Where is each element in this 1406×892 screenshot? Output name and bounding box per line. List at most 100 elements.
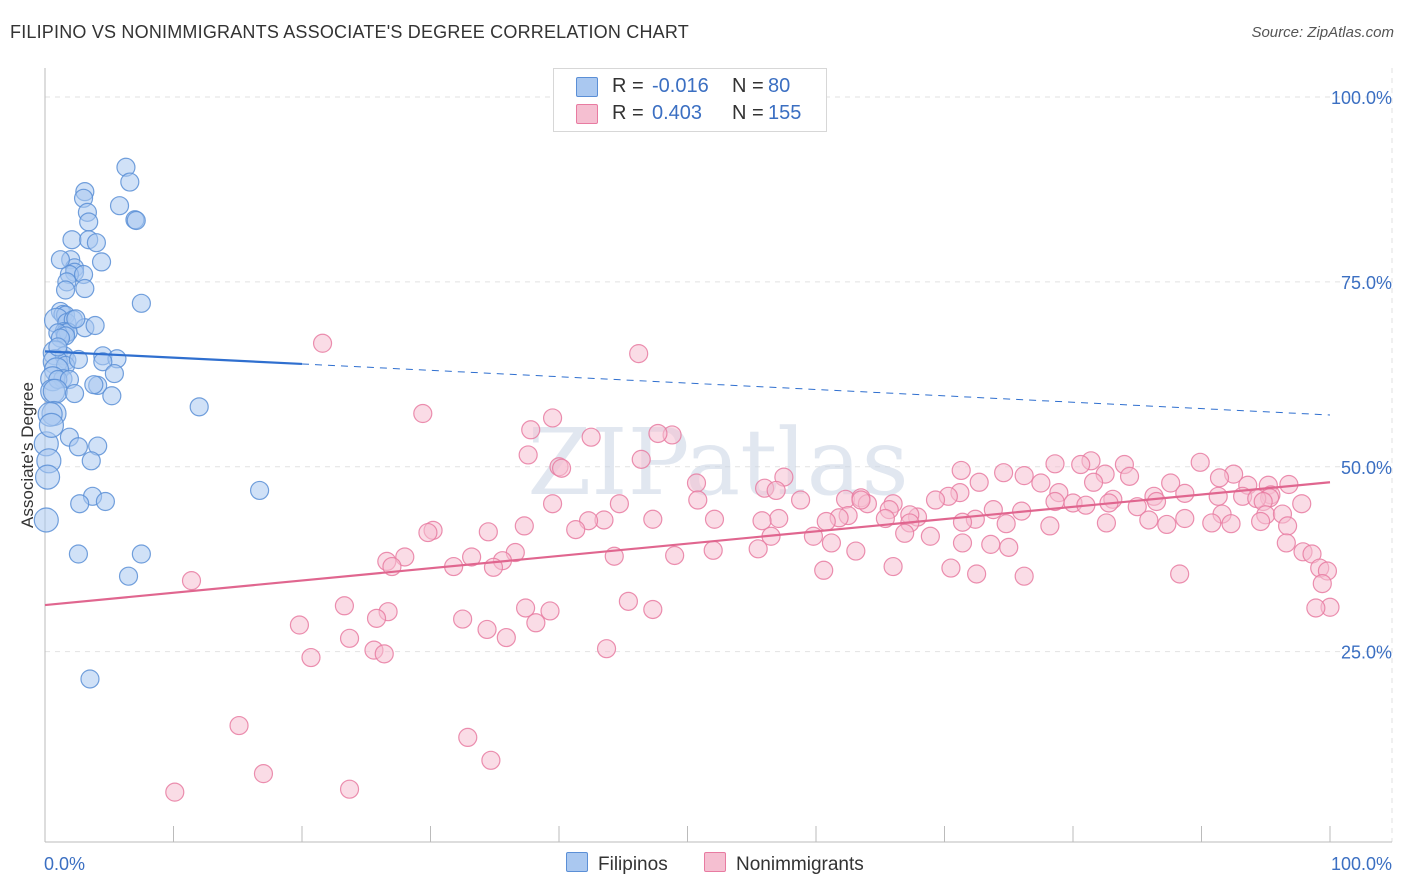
nonimmigrants-point: [609, 494, 629, 514]
nonimmigrants-point: [413, 403, 433, 424]
y-tick-label: 75.0%: [1341, 273, 1392, 293]
filipinos-point: [95, 491, 115, 512]
legend-n-value: 155: [768, 102, 802, 124]
filipinos-point: [81, 451, 101, 471]
nonimmigrants-point: [514, 516, 534, 536]
nonimmigrants-point: [1045, 454, 1065, 474]
filipinos-point: [126, 210, 146, 231]
nonimmigrants-point: [515, 598, 536, 618]
filipinos-point: [64, 383, 85, 404]
legend-r-value: -0.016: [652, 75, 709, 97]
nonimmigrants-point: [521, 420, 541, 440]
filipinos-point: [91, 252, 112, 272]
y-tick-label: 100.0%: [1331, 88, 1392, 108]
nonimmigrants-point: [542, 494, 563, 514]
nonimmigrants-point: [477, 619, 497, 640]
filipinos-point: [189, 397, 209, 417]
nonimmigrants-point: [551, 458, 572, 478]
y-tick-label: 50.0%: [1341, 458, 1392, 478]
nonimmigrants-point: [339, 628, 360, 648]
tick-labels: 25.0% 50.0% 75.0% 100.0% 0.0% 100.0%: [44, 88, 1392, 874]
filipinos-point: [131, 293, 151, 313]
nonimmigrants-point: [1202, 513, 1222, 533]
filipinos-trend-extension: [301, 363, 1331, 416]
nonimmigrants-point: [478, 522, 498, 542]
filipinos-point: [55, 280, 76, 300]
nonimmigrants-point: [1170, 564, 1190, 584]
nonimmigrants-point: [453, 609, 473, 629]
nonimmigrants-point: [1146, 491, 1167, 512]
nonimmigrants-point: [458, 727, 478, 748]
nonimmigrants-point: [374, 644, 394, 664]
nonimmigrants-point: [703, 540, 723, 560]
filipinos-point: [68, 349, 89, 370]
filipinos-point: [102, 386, 122, 406]
gridlines: [45, 68, 1393, 842]
nonimmigrants-point: [566, 520, 586, 540]
nonimmigrants-point: [481, 750, 501, 770]
x-tick-label: 100.0%: [1331, 854, 1392, 874]
nonimmigrants-point: [875, 508, 895, 529]
nonimmigrants-point: [769, 508, 789, 529]
nonimmigrants-point: [526, 613, 546, 633]
nonimmigrants-point: [969, 472, 989, 492]
nonimmigrants-point: [339, 779, 360, 799]
nonimmigrants-point: [229, 715, 249, 736]
nonimmigrants-point: [846, 541, 866, 561]
trend-lines: [44, 350, 1331, 607]
nonimmigrants-point: [951, 460, 971, 481]
filipinos-point: [80, 669, 100, 689]
filipinos-point: [33, 507, 59, 533]
nonimmigrants-point: [981, 534, 1001, 554]
nonimmigrants-point: [1031, 473, 1051, 493]
legend-item-nonimmigrants[interactable]: Nonimmigrants: [704, 852, 864, 876]
legend-r-label: R =: [612, 75, 644, 97]
nonimmigrants-point: [1279, 474, 1299, 495]
nonimmigrants-point: [542, 408, 563, 428]
filipinos-point: [84, 375, 104, 395]
filipinos-swatch: [576, 77, 598, 97]
nonimmigrants-point: [1161, 473, 1181, 493]
nonimmigrants-point: [1175, 483, 1195, 503]
filipinos-point: [42, 378, 68, 404]
chart-title: FILIPINO VS NONIMMIGRANTS ASSOCIATE'S DE…: [10, 22, 689, 42]
nonimmigrants-point: [1251, 511, 1271, 532]
filipinos-point: [66, 309, 86, 329]
filipinos-swatch: [566, 852, 588, 872]
nonimmigrants-point: [994, 463, 1014, 483]
nonimmigrants-point: [1312, 573, 1332, 594]
legend-item-filipinos[interactable]: Filipinos: [566, 852, 668, 876]
nonimmigrants-point: [816, 511, 836, 532]
nonimmigrants-point: [518, 445, 538, 465]
nonimmigrants-point: [688, 490, 708, 510]
source-label: Source: ZipAtlas.com: [1251, 24, 1394, 41]
filipinos-point: [104, 363, 124, 384]
filipinos-point: [68, 437, 89, 457]
nonimmigrants-point: [1071, 454, 1091, 475]
nonimmigrants-point: [1157, 514, 1177, 535]
nonimmigrants-point: [1190, 452, 1210, 472]
nonimmigrants-point: [1096, 513, 1117, 533]
nonimmigrants-point: [181, 571, 202, 591]
nonimmigrants-point: [1208, 486, 1228, 506]
nonimmigrants-point: [920, 526, 940, 546]
nonimmigrants-point: [629, 344, 649, 364]
filipinos-trend-line: [44, 350, 303, 366]
nonimmigrants-point: [1119, 466, 1140, 486]
nonimmigrants-point: [596, 639, 617, 659]
nonimmigrants-point: [895, 523, 915, 543]
nonimmigrants-point: [462, 547, 482, 567]
nonimmigrants-point: [766, 480, 786, 501]
nonimmigrants-point: [1014, 466, 1034, 486]
nonimmigrants-point: [289, 615, 310, 635]
correlation-legend: R = -0.016 N = 80 R = 0.403 N = 155: [553, 68, 827, 132]
legend-label-filipinos: Filipinos: [598, 854, 668, 875]
nonimmigrants-point: [334, 596, 355, 616]
nonimmigrants-points: [165, 333, 1340, 802]
legend-label-nonimmigrants: Nonimmigrants: [736, 854, 864, 875]
nonimmigrants-point: [821, 533, 842, 553]
filipinos-point: [109, 196, 130, 216]
nonimmigrants-point: [752, 511, 772, 531]
nonimmigrants-point: [1175, 508, 1195, 529]
filipinos-point: [120, 172, 140, 192]
